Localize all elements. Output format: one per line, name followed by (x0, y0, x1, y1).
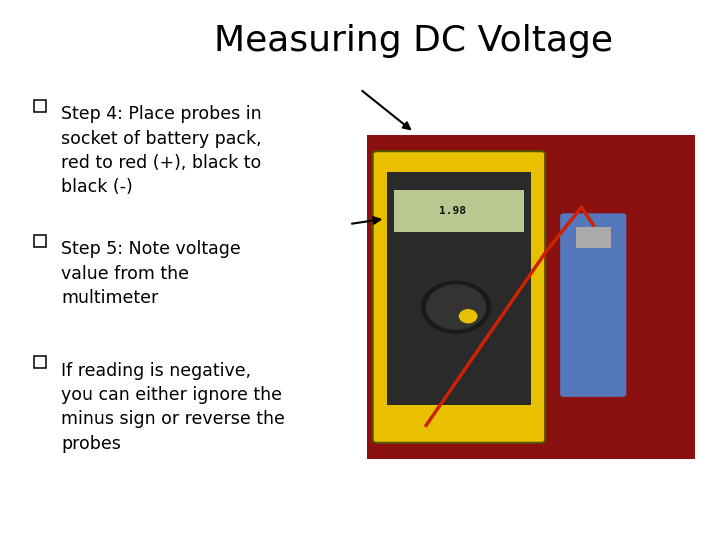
Bar (367, 135, 695, 459)
Circle shape (427, 285, 485, 329)
Bar (394, 190, 523, 232)
FancyBboxPatch shape (373, 151, 545, 443)
Text: 1.98: 1.98 (439, 206, 466, 217)
Bar (34, 356, 46, 368)
Text: If reading is negative,
you can either ignore the
minus sign or reverse the
prob: If reading is negative, you can either i… (61, 362, 285, 453)
Circle shape (459, 310, 477, 323)
Text: Step 5: Note voltage
value from the
multimeter: Step 5: Note voltage value from the mult… (61, 240, 241, 307)
Circle shape (421, 281, 490, 333)
Bar (575, 227, 611, 248)
Text: Step 4: Place probes in
socket of battery pack,
red to red (+), black to
black (: Step 4: Place probes in socket of batter… (61, 105, 262, 196)
Bar (387, 172, 531, 406)
Bar (34, 235, 46, 247)
Text: Measuring DC Voltage: Measuring DC Voltage (215, 24, 613, 58)
FancyBboxPatch shape (560, 213, 626, 397)
Bar (34, 100, 46, 112)
